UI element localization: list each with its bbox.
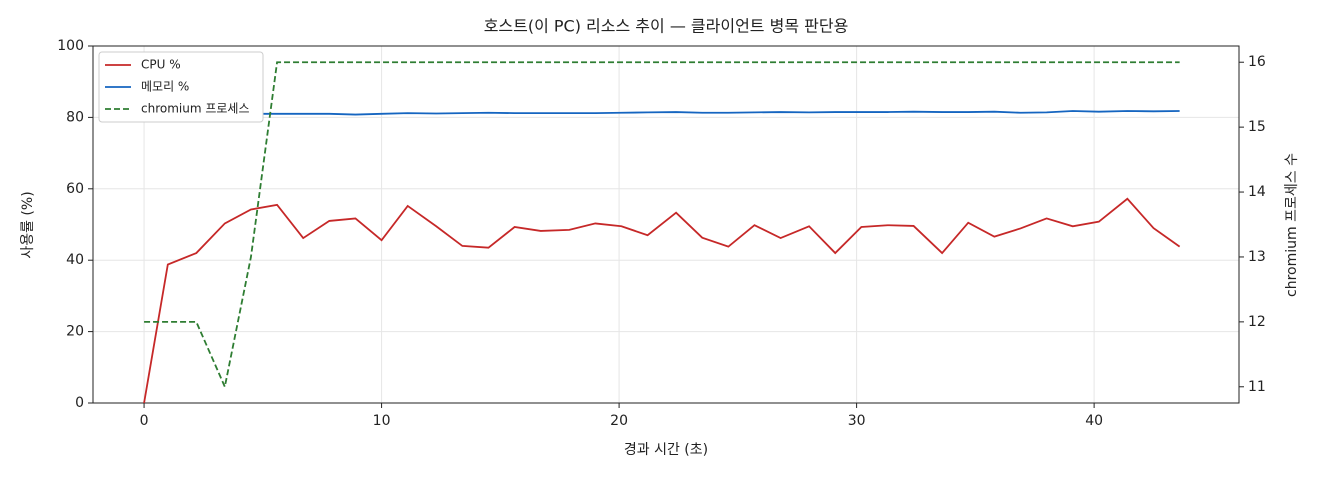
y-tick-label: 80	[66, 109, 84, 125]
y2-axis-label: chromium 프로세스 수	[1284, 153, 1300, 297]
y2-tick-label: 14	[1248, 184, 1266, 200]
y2-tick-label: 16	[1248, 54, 1266, 70]
y-tick-label: 100	[57, 38, 84, 54]
y-tick-label: 40	[66, 252, 84, 268]
y2-tick-label: 15	[1248, 119, 1266, 135]
y2-tick-label: 13	[1248, 249, 1266, 265]
series-line	[250, 110, 1180, 116]
legend-box	[98, 51, 264, 123]
legend-label: CPU %	[141, 58, 181, 72]
x-tick-label: 20	[610, 413, 628, 429]
x-tick-label: 0	[140, 413, 149, 429]
chart-title: 호스트(이 PC) 리소스 추이 — 클라이언트 병목 판단용	[484, 17, 849, 36]
y-tick-label: 20	[66, 324, 84, 340]
y-tick-label: 60	[66, 181, 84, 197]
x-tick-label: 40	[1085, 413, 1103, 429]
plot-frame	[92, 45, 1240, 404]
legend-label: chromium 프로세스	[141, 102, 250, 116]
series-line	[144, 61, 1180, 390]
y-tick-label: 0	[75, 395, 84, 411]
y2-tick-label: 12	[1248, 314, 1266, 330]
series-line	[143, 197, 1181, 404]
legend-label: 메모리 %	[141, 80, 189, 94]
x-tick-label: 10	[373, 413, 391, 429]
x-axis-label: 경과 시간 (초)	[624, 442, 708, 458]
x-tick-label: 30	[848, 413, 866, 429]
y-axis-label: 사용률 (%)	[20, 191, 36, 258]
y2-tick-label: 11	[1248, 379, 1266, 395]
